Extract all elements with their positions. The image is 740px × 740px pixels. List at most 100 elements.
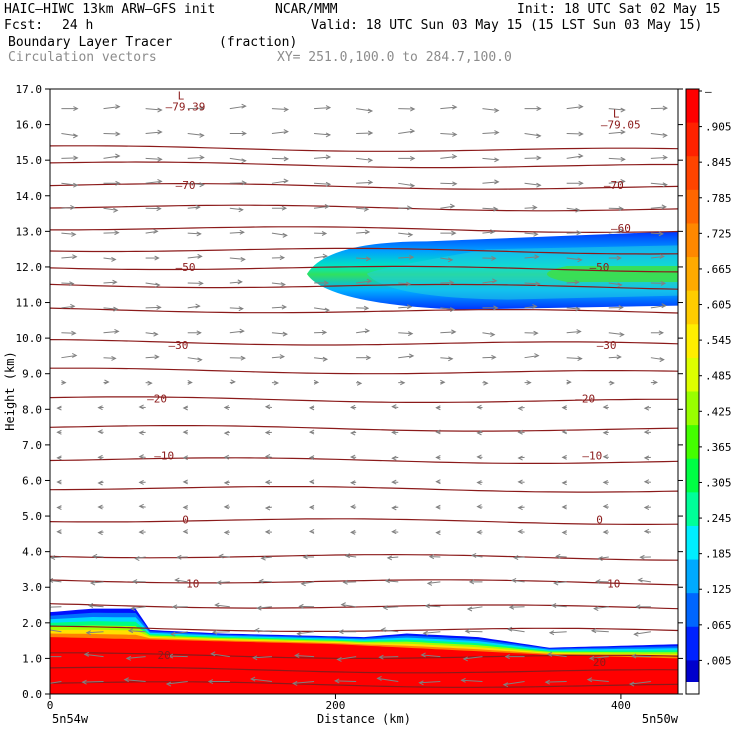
circulation-vector bbox=[608, 380, 615, 386]
colorbar-label: .185 bbox=[705, 548, 732, 561]
circulation-vector bbox=[482, 130, 500, 135]
circulation-vector bbox=[187, 303, 201, 309]
circulation-vector bbox=[264, 479, 272, 485]
circulation-vector bbox=[145, 304, 162, 310]
circulation-vector bbox=[440, 379, 446, 385]
circulation-vector bbox=[182, 429, 188, 435]
colorbar-swatch bbox=[686, 492, 699, 527]
circulation-vector bbox=[264, 430, 272, 436]
circulation-vector bbox=[294, 653, 315, 658]
circulation-vector bbox=[398, 380, 406, 386]
circulation-vector bbox=[482, 255, 497, 261]
circulation-vector bbox=[103, 180, 121, 186]
isotherm-label: –50 bbox=[590, 261, 610, 274]
isotherm-line bbox=[50, 625, 678, 632]
circulation-vector bbox=[524, 254, 540, 260]
circulation-vector bbox=[566, 379, 572, 385]
circulation-vector bbox=[566, 104, 584, 110]
circulation-vector bbox=[398, 304, 413, 310]
circulation-vector bbox=[524, 205, 538, 210]
y-tick-label: 7.0 bbox=[22, 439, 42, 452]
circulation-vector bbox=[398, 155, 416, 161]
y-tick-label: 4.0 bbox=[22, 546, 42, 559]
circulation-vector bbox=[138, 404, 146, 410]
x-tick-label: 0 bbox=[47, 699, 54, 712]
circulation-vector bbox=[524, 132, 542, 139]
circulation-vector bbox=[56, 405, 62, 411]
circulation-vector bbox=[131, 579, 146, 584]
circulation-vector bbox=[207, 679, 230, 684]
colorbar-label: .425 bbox=[705, 405, 732, 418]
circulation-vector bbox=[561, 480, 567, 486]
circulation-vector bbox=[608, 332, 625, 338]
circulation-vector bbox=[643, 505, 651, 510]
circulation-vector bbox=[608, 206, 624, 212]
circulation-vector bbox=[398, 182, 416, 189]
x-tick-label: 400 bbox=[611, 699, 631, 712]
circulation-vector bbox=[440, 131, 458, 137]
low-value: –79.05 bbox=[601, 118, 641, 131]
circulation-vector bbox=[170, 631, 188, 637]
circulation-vector bbox=[187, 380, 193, 385]
circulation-vector bbox=[602, 454, 609, 460]
isotherm-label: –10 bbox=[154, 450, 174, 463]
forecast-hour: 24 h bbox=[62, 18, 94, 33]
colorbar-swatch bbox=[686, 89, 699, 124]
circulation-vector bbox=[524, 330, 539, 336]
circulation-vector bbox=[428, 554, 441, 560]
circulation-vector bbox=[602, 404, 609, 410]
x-axis-label: Distance (km) bbox=[317, 712, 411, 726]
circulation-vector bbox=[504, 654, 525, 660]
circulation-vector bbox=[597, 556, 609, 561]
circulation-vector bbox=[271, 178, 289, 184]
circulation-vector bbox=[482, 380, 489, 386]
circulation-vector bbox=[187, 182, 205, 188]
colorbar-swatch bbox=[686, 391, 699, 426]
circulation-vector bbox=[103, 104, 121, 110]
circulation-vector bbox=[210, 651, 230, 658]
circulation-vector bbox=[561, 454, 567, 460]
circulation-vector bbox=[229, 328, 245, 334]
circulation-vector bbox=[588, 655, 609, 661]
circulation-vector bbox=[398, 353, 415, 359]
circulation-vector bbox=[508, 604, 525, 610]
circulation-vector bbox=[630, 653, 651, 659]
circulation-vector bbox=[97, 504, 104, 510]
isotherm-line bbox=[50, 486, 678, 493]
y-tick-label: 14.0 bbox=[16, 190, 43, 203]
circulation-vector bbox=[264, 529, 272, 535]
circulation-vector bbox=[633, 631, 651, 637]
circulation-vector bbox=[418, 680, 441, 686]
circulation-vector bbox=[176, 554, 188, 560]
circulation-vector bbox=[171, 604, 188, 610]
circulation-vector bbox=[229, 379, 236, 385]
circulation-vector bbox=[440, 203, 456, 209]
circulation-vector bbox=[628, 681, 651, 687]
isotherm-line bbox=[50, 145, 678, 152]
circulation-vector bbox=[391, 455, 399, 461]
circulation-vector bbox=[187, 231, 202, 237]
circulation-vector bbox=[602, 479, 609, 485]
circulation-vector bbox=[482, 305, 499, 311]
circulation-vector bbox=[260, 555, 273, 561]
colorbar-label: .365 bbox=[705, 441, 732, 454]
circulation-vector bbox=[214, 602, 230, 608]
model-title: HAIC–HIWC 13km ARW–GFS init bbox=[4, 2, 216, 17]
forecast-label: Fcst: bbox=[4, 18, 44, 33]
circulation-vector bbox=[103, 153, 121, 159]
circulation-vector bbox=[223, 504, 230, 510]
circulation-vector bbox=[440, 307, 456, 312]
circulation-vector bbox=[85, 630, 104, 636]
circulation-vector bbox=[524, 155, 542, 161]
circulation-vector bbox=[650, 357, 665, 363]
circulation-vector bbox=[256, 605, 272, 611]
colorbar-label: .905 bbox=[705, 121, 732, 134]
circulation-vector bbox=[271, 156, 290, 162]
circulation-vector bbox=[89, 580, 104, 586]
circulation-vector bbox=[650, 231, 664, 237]
circulation-vector bbox=[650, 132, 668, 138]
circulation-vector bbox=[561, 429, 567, 435]
circulation-vector bbox=[313, 356, 329, 362]
circulation-vector bbox=[650, 154, 668, 160]
circulation-vector bbox=[271, 331, 288, 337]
